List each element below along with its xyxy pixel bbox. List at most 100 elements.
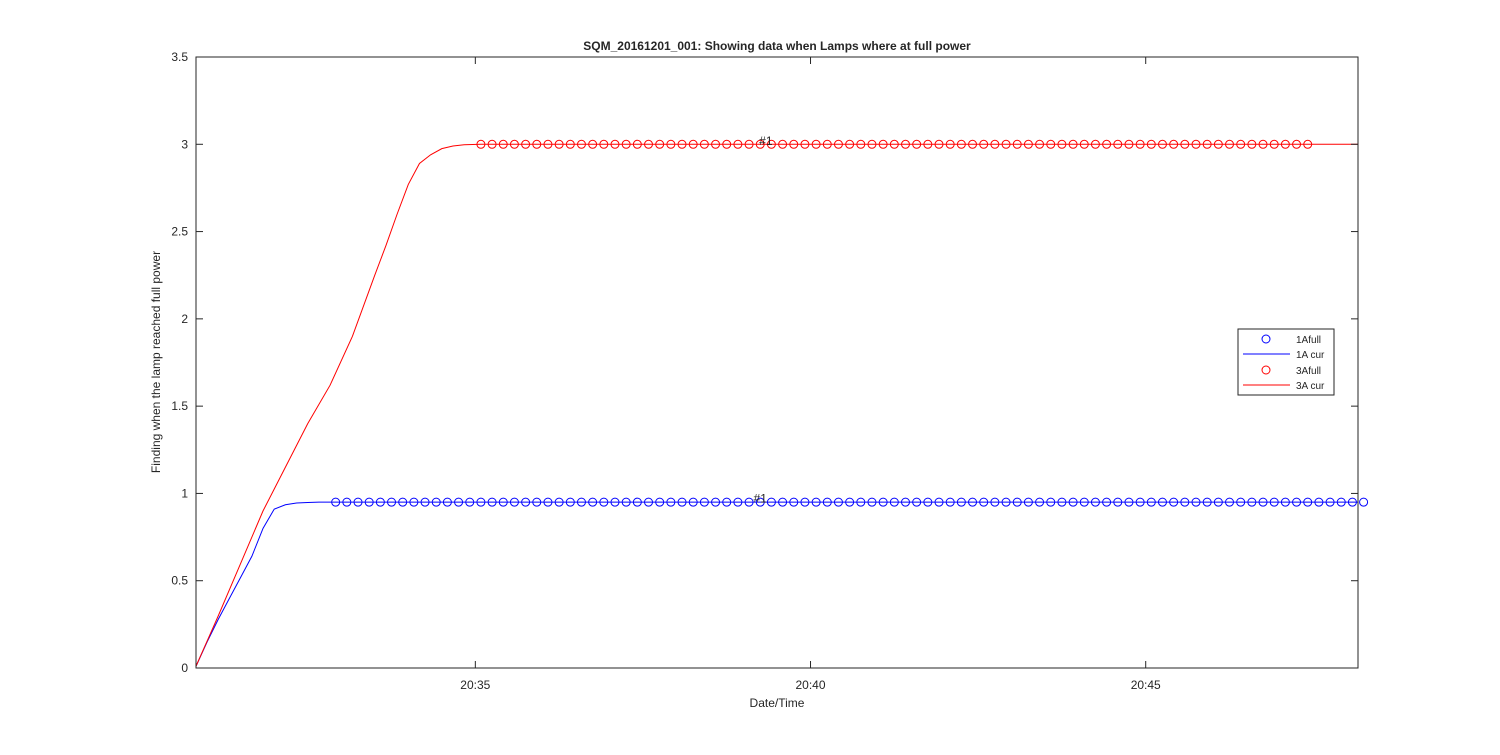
data-point-3afull [845, 139, 855, 149]
data-point-1afull [398, 497, 408, 507]
data-point-3afull [1090, 139, 1100, 149]
x-tick-label: 20:45 [1131, 678, 1161, 692]
y-tick-label: 3.5 [171, 50, 188, 64]
data-point-3afull [912, 139, 922, 149]
data-point-1afull [1090, 497, 1100, 507]
data-point-1afull [1001, 497, 1011, 507]
data-point-3afull [476, 139, 486, 149]
axis-ticks: 0 0.5 1 1.5 2 2.5 3 3.5 20:35 20:40 20:45 [171, 50, 1358, 692]
data-point-1afull [845, 497, 855, 507]
data-point-1afull [1236, 497, 1246, 507]
data-point-1afull [1225, 497, 1235, 507]
data-point-3afull [1202, 139, 1212, 149]
data-point-3afull [1236, 139, 1246, 149]
legend[interactable]: 1Afull 1A cur 3Afull 3A cur [1237, 328, 1335, 396]
data-point-1afull [677, 497, 687, 507]
data-point-1afull [968, 497, 978, 507]
data-point-3afull [968, 139, 978, 149]
data-point-3afull [644, 139, 654, 149]
data-point-1afull [1347, 497, 1357, 507]
data-point-1afull [688, 497, 698, 507]
data-point-3afull [632, 139, 642, 149]
data-point-3afull [1146, 139, 1156, 149]
data-point-1afull [331, 497, 341, 507]
data-point-3afull [543, 139, 553, 149]
data-point-3afull [1023, 139, 1033, 149]
data-point-3afull [811, 139, 821, 149]
data-point-3afull [576, 139, 586, 149]
data-point-1afull [934, 497, 944, 507]
data-point-1afull [599, 497, 609, 507]
data-markers [331, 139, 1369, 507]
data-point-3afull [509, 139, 519, 149]
data-point-1afull [956, 497, 966, 507]
data-point-1afull [655, 497, 665, 507]
data-point-3afull [755, 139, 765, 149]
data-point-1afull [744, 497, 754, 507]
legend-label-1a-cur: 1A cur [1296, 350, 1325, 361]
annotation-label: #1 [754, 492, 768, 506]
data-point-1afull [387, 497, 397, 507]
data-point-1afull [1202, 497, 1212, 507]
data-point-1afull [1180, 497, 1190, 507]
data-point-1afull [632, 497, 642, 507]
data-point-1afull [733, 497, 743, 507]
data-point-3afull [1280, 139, 1290, 149]
data-lines [195, 143, 1358, 667]
data-point-3afull [833, 139, 843, 149]
data-point-3afull [565, 139, 575, 149]
data-point-3afull [789, 139, 799, 149]
data-point-3afull [610, 139, 620, 149]
data-point-1afull [666, 497, 676, 507]
data-point-1afull [565, 497, 575, 507]
data-point-3afull [1180, 139, 1190, 149]
data-point-1afull [1068, 497, 1078, 507]
data-point-3afull [599, 139, 609, 149]
data-point-1afull [1325, 497, 1335, 507]
data-point-1afull [979, 497, 989, 507]
data-point-1afull [1124, 497, 1134, 507]
data-point-1afull [644, 497, 654, 507]
series-line-1a-cur [195, 501, 1358, 667]
data-point-1afull [945, 497, 955, 507]
y-tick-label: 2.5 [171, 225, 188, 239]
data-point-1afull [409, 497, 419, 507]
y-tick-label: 1 [181, 486, 188, 500]
y-tick-label: 3 [181, 137, 188, 151]
data-point-3afull [778, 139, 788, 149]
data-point-3afull [1079, 139, 1089, 149]
data-point-1afull [789, 497, 799, 507]
data-point-3afull [800, 139, 810, 149]
data-point-1afull [1359, 497, 1369, 507]
data-point-1afull [1303, 497, 1313, 507]
data-point-1afull [990, 497, 1000, 507]
data-point-3afull [699, 139, 709, 149]
y-tick-label: 1.5 [171, 399, 188, 413]
annotations: #1 #1 [754, 134, 773, 506]
data-point-3afull [1225, 139, 1235, 149]
data-point-1afull [1258, 497, 1268, 507]
data-point-1afull [543, 497, 553, 507]
data-point-1afull [856, 497, 866, 507]
x-axis-label: Date/Time [750, 696, 805, 710]
data-point-3afull [1292, 139, 1302, 149]
legend-label-3afull: 3Afull [1296, 366, 1321, 377]
data-point-3afull [979, 139, 989, 149]
data-point-3afull [945, 139, 955, 149]
data-point-1afull [900, 497, 910, 507]
data-point-3afull [744, 139, 754, 149]
data-point-1afull [554, 497, 564, 507]
data-point-1afull [1046, 497, 1056, 507]
legend-marker-1afull [1261, 334, 1271, 344]
data-point-1afull [621, 497, 631, 507]
data-point-1afull [1280, 497, 1290, 507]
data-point-3afull [1057, 139, 1067, 149]
data-point-3afull [956, 139, 966, 149]
data-point-1afull [487, 497, 497, 507]
data-point-3afull [711, 139, 721, 149]
legend-label-1afull: 1Afull [1296, 335, 1321, 346]
data-point-1afull [923, 497, 933, 507]
data-point-1afull [1079, 497, 1089, 507]
data-point-1afull [442, 497, 452, 507]
